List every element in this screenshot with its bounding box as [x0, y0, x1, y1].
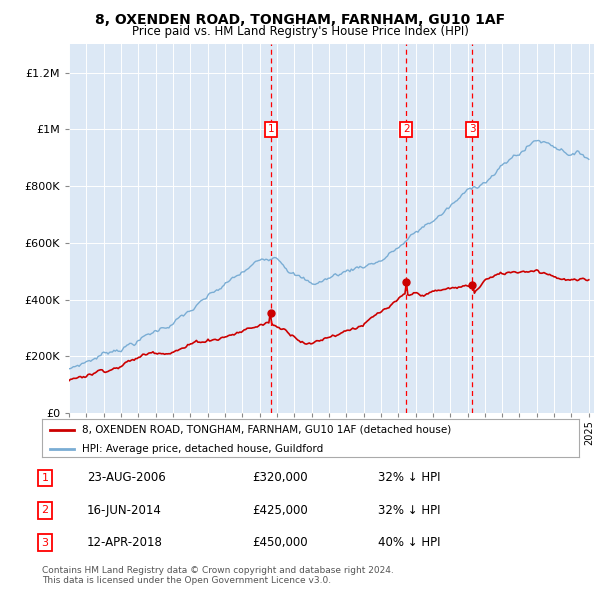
- Text: 3: 3: [469, 124, 476, 135]
- Text: 12-APR-2018: 12-APR-2018: [87, 536, 163, 549]
- Text: 2: 2: [41, 506, 49, 515]
- Text: 32% ↓ HPI: 32% ↓ HPI: [378, 471, 440, 484]
- Text: 32% ↓ HPI: 32% ↓ HPI: [378, 504, 440, 517]
- Text: 23-AUG-2006: 23-AUG-2006: [87, 471, 166, 484]
- Text: 8, OXENDEN ROAD, TONGHAM, FARNHAM, GU10 1AF (detached house): 8, OXENDEN ROAD, TONGHAM, FARNHAM, GU10 …: [82, 425, 452, 435]
- Text: HPI: Average price, detached house, Guildford: HPI: Average price, detached house, Guil…: [82, 444, 323, 454]
- Text: 8, OXENDEN ROAD, TONGHAM, FARNHAM, GU10 1AF: 8, OXENDEN ROAD, TONGHAM, FARNHAM, GU10 …: [95, 13, 505, 27]
- Text: 1: 1: [41, 473, 49, 483]
- Text: £450,000: £450,000: [252, 536, 308, 549]
- Text: £425,000: £425,000: [252, 504, 308, 517]
- Text: 3: 3: [41, 538, 49, 548]
- Text: £320,000: £320,000: [252, 471, 308, 484]
- Text: 16-JUN-2014: 16-JUN-2014: [87, 504, 162, 517]
- Text: Price paid vs. HM Land Registry's House Price Index (HPI): Price paid vs. HM Land Registry's House …: [131, 25, 469, 38]
- Text: Contains HM Land Registry data © Crown copyright and database right 2024.
This d: Contains HM Land Registry data © Crown c…: [42, 566, 394, 585]
- Text: 1: 1: [268, 124, 274, 135]
- Text: 40% ↓ HPI: 40% ↓ HPI: [378, 536, 440, 549]
- Text: 2: 2: [403, 124, 409, 135]
